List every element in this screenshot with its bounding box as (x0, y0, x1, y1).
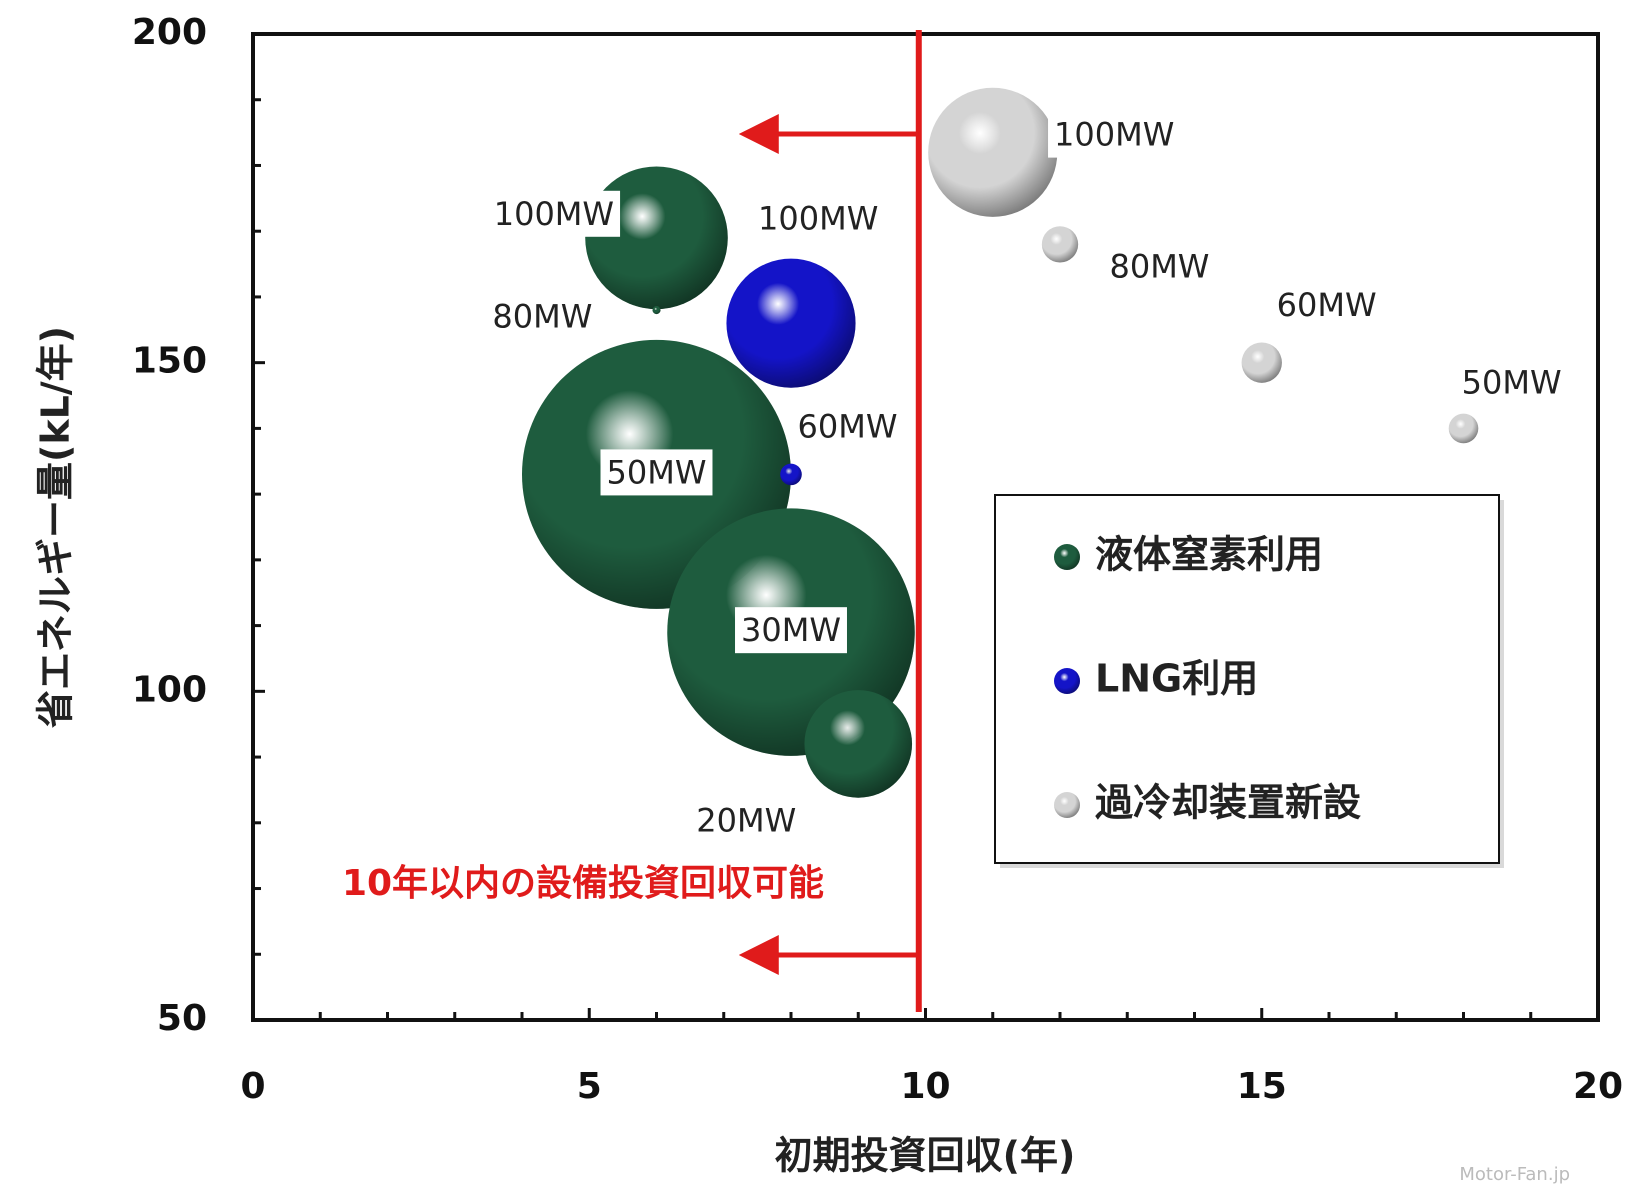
label-background (735, 607, 847, 654)
bubble-shade (1448, 413, 1479, 444)
bubble-shade (928, 87, 1058, 217)
bubble-shade (652, 306, 661, 315)
data-label: 80MW (492, 297, 592, 335)
legend-marker-shade (1054, 792, 1080, 818)
y-tick-label: 100 (132, 669, 207, 710)
annotation: 10年以内の設備投資回収可能 (342, 863, 824, 904)
label-background (487, 190, 621, 237)
legend-marker-shade (1054, 544, 1080, 570)
bubble-shade (804, 690, 913, 798)
label-background (1270, 282, 1383, 329)
data-label: 100MW (1054, 116, 1174, 154)
bubble-shade (780, 463, 802, 486)
legend-marker-shade (1054, 668, 1080, 694)
label-background (690, 797, 803, 844)
bubble-shade (1241, 342, 1282, 383)
bubble-shade (585, 166, 728, 310)
data-label: 50MW (1462, 363, 1562, 401)
label-background (791, 403, 904, 450)
legend-label: 過冷却装置新設 (1095, 781, 1361, 825)
x-tick-label: 0 (240, 1066, 265, 1107)
legend-label: LNG利用 (1095, 657, 1258, 701)
x-axis-title: 初期投資回収(年) (775, 1134, 1076, 1178)
bubble-shade (1041, 226, 1079, 263)
label-background (1455, 359, 1568, 406)
data-label: 30MW (741, 611, 841, 649)
x-tick-label: 20 (1573, 1066, 1623, 1107)
y-axis-title: 省エネルギー量(kL/年) (34, 326, 78, 728)
bubble-shade (726, 258, 856, 388)
data-label: 60MW (1277, 286, 1377, 324)
data-label: 50MW (607, 453, 707, 491)
data-label: 60MW (798, 407, 898, 445)
y-tick-label: 150 (132, 341, 207, 382)
data-label: 80MW (1109, 247, 1209, 285)
label-background (600, 449, 713, 496)
data-label: 100MW (758, 200, 878, 238)
label-background (486, 293, 599, 340)
legend-label: 液体窒素利用 (1095, 533, 1323, 577)
watermark: Motor-Fan.jp (1459, 1164, 1570, 1185)
y-tick-label: 50 (157, 998, 207, 1039)
x-tick-label: 5 (577, 1066, 602, 1107)
x-tick-label: 10 (900, 1066, 950, 1107)
label-background (1048, 111, 1181, 158)
label-background (752, 195, 885, 242)
x-tick-label: 15 (1237, 1066, 1287, 1107)
data-label: 100MW (494, 195, 614, 233)
y-tick-label: 200 (132, 12, 207, 53)
label-background (1103, 243, 1216, 290)
data-label: 20MW (696, 801, 796, 839)
